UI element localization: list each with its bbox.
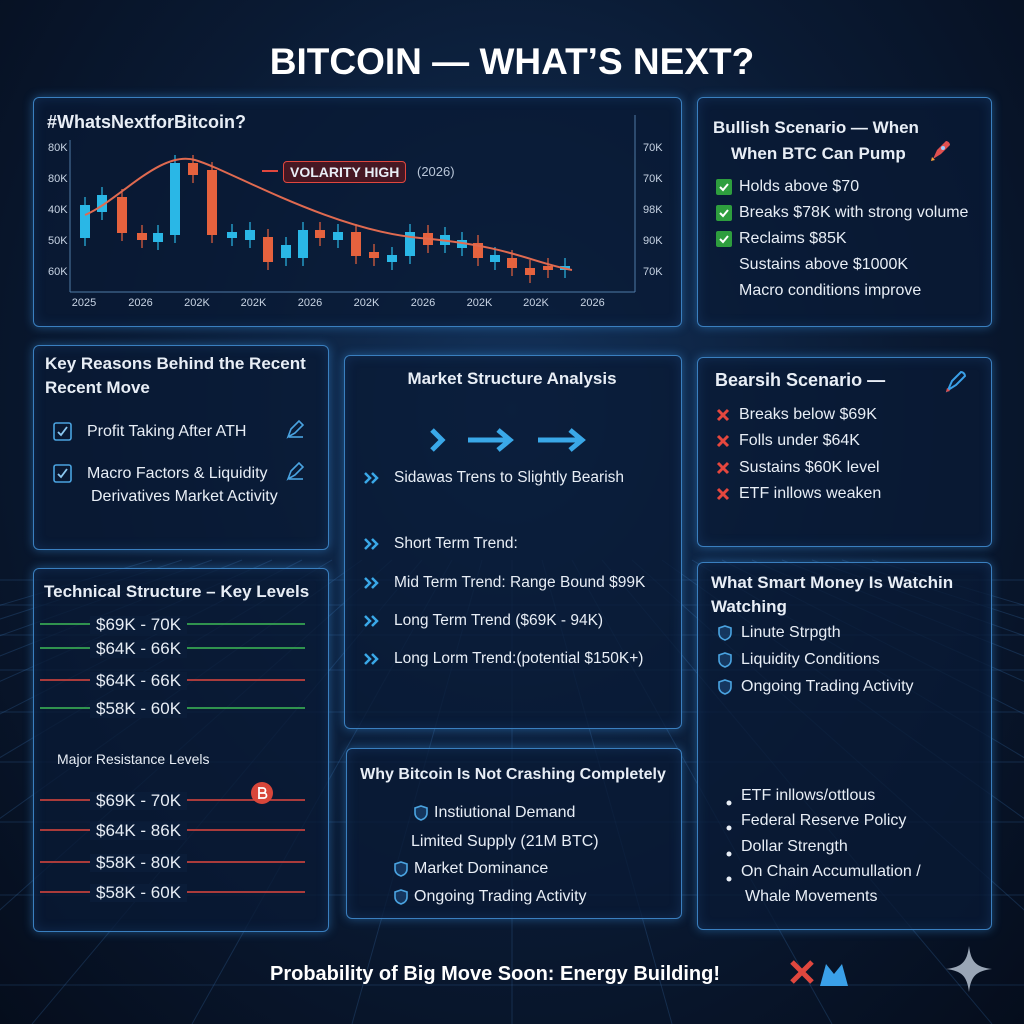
market-title: Market Structure Analysis: [407, 369, 617, 388]
smart-money-panel: [697, 562, 992, 930]
chart-hashtag: #WhatsNextforBitcoin?: [47, 112, 247, 132]
level-label: $58K - 60K: [90, 884, 188, 902]
cross-icon: [716, 434, 730, 453]
smart-bullet: ETF inllows/ottlous: [741, 787, 876, 804]
smart-item: Ongoing Trading Activity: [741, 678, 914, 695]
bullish-item: Holds above $70: [739, 178, 860, 195]
chev-icon: [363, 576, 383, 595]
why-item: Instiutional Demand: [434, 804, 576, 821]
key-reasons-title-1: Key Reasons Behind the Recent: [45, 354, 306, 373]
sparkle: [946, 946, 992, 992]
smart-bullet: Whale Movements: [745, 888, 878, 906]
bullish-item: Macro conditions improve: [739, 282, 922, 299]
level-label: $58K - 60K: [90, 700, 188, 718]
badge-note: (2026): [417, 164, 455, 179]
chev-icon: [363, 537, 383, 556]
footer: Probability of Big Move Soon: Energy Bui…: [270, 963, 720, 985]
bullish-panel: [697, 97, 992, 327]
crown-icon: [820, 964, 848, 986]
bullish-title-2: When BTC Can Pump: [731, 144, 906, 163]
box-icon: [53, 422, 73, 447]
smart-item: Liquidity Conditions: [741, 651, 880, 668]
volatility-badge: VOLARITY HIGH: [283, 161, 407, 183]
smart-title-1: What Smart Money Is Watchin: [711, 573, 954, 592]
level-label: $69K - 70K: [90, 616, 188, 634]
bearish-item: Sustains $60K level: [739, 458, 880, 476]
shield-icon: [394, 889, 408, 910]
cross-icon: [716, 461, 730, 480]
key-reason-item: Derivatives Market Activity: [91, 488, 278, 505]
why-item: Ongoing Trading Activity: [414, 888, 587, 905]
bullish-title-1: Bullish Scenario — When: [713, 118, 919, 137]
why-item: Market Dominance: [414, 860, 549, 877]
arrows: [430, 428, 586, 452]
bearish-panel: [697, 357, 992, 547]
rocket-icon: [931, 141, 950, 161]
smart-bullet: Dollar Strength: [741, 837, 848, 855]
shield-icon: [394, 861, 408, 882]
rocket-icon: [945, 370, 967, 393]
level-label: $64K - 66K: [90, 672, 188, 690]
cross-icon: [716, 487, 730, 506]
market-item: Long Lorm Trend:(potential $150K+): [394, 650, 644, 667]
chev-icon: [363, 652, 383, 671]
level-label: $69K - 70K: [90, 792, 188, 810]
chev-icon: [363, 471, 383, 490]
market-item: Sidawas Trens to Slightly Bearish: [394, 469, 625, 486]
market-structure-panel: [344, 355, 682, 729]
shield-icon: [718, 679, 732, 700]
bitcoin-icon: [251, 782, 273, 804]
level-label: $58K - 80K: [90, 854, 188, 872]
bearish-item: Folls under $64K: [739, 432, 860, 450]
why-item: Limited Supply (21M BTC): [411, 833, 599, 850]
key-reason-item: Macro Factors & Liquidity: [87, 465, 268, 482]
key-reasons-panel: [33, 345, 329, 550]
why-title: Why Bitcoin Is Not Crashing Completely: [360, 766, 666, 783]
bullish-item: Reclaims $85K: [739, 230, 847, 247]
technical-title: Technical Structure – Key Levels: [44, 582, 310, 601]
cross-icon: [716, 408, 730, 427]
shield-icon: [718, 625, 732, 646]
bullish-item: Sustains above $1000K: [739, 256, 909, 273]
bearish-item: Breaks below $69K: [739, 406, 877, 423]
bullish-item: Breaks $78K with strong volume: [739, 204, 969, 221]
dot-icon: [726, 818, 732, 836]
footer-icons: [790, 960, 848, 986]
smart-title-2: Watching: [711, 597, 787, 616]
shield-icon: [718, 652, 732, 673]
level-label: $64K - 66K: [90, 640, 188, 658]
resistance-title: Major Resistance Levels: [57, 751, 210, 767]
check-icon: [716, 205, 732, 226]
box-icon: [53, 464, 73, 489]
pen-icon: [285, 460, 307, 487]
check-icon: [716, 179, 732, 200]
smart-item: Linute Strpgth: [741, 624, 841, 641]
key-reason-item: Profit Taking After ATH: [87, 423, 247, 440]
market-item: Short Term Trend:: [394, 535, 518, 552]
level-label: $64K - 86K: [90, 822, 188, 840]
dot-icon: [726, 869, 732, 887]
dot-icon: [726, 844, 732, 862]
bearish-title: Bearsih Scenario —: [715, 370, 886, 390]
chev-icon: [363, 614, 383, 633]
key-reasons-title-2: Recent Move: [45, 378, 150, 397]
smart-bullet: On Chain Accumullation /: [741, 862, 921, 880]
check-icon: [716, 231, 732, 252]
market-item: Mid Term Trend: Range Bound $99K: [394, 574, 646, 591]
shield-icon: [414, 805, 428, 826]
main-title: BITCOIN — WHAT’S NEXT?: [269, 41, 755, 82]
market-item: Long Term Trend ($69K - 94K): [394, 612, 604, 629]
bearish-item: ETF inllows weaken: [739, 484, 882, 502]
dot-icon: [726, 793, 732, 811]
x-icon: [790, 960, 814, 984]
pen-icon: [285, 418, 307, 445]
smart-bullet: Federal Reserve Policy: [741, 812, 907, 830]
